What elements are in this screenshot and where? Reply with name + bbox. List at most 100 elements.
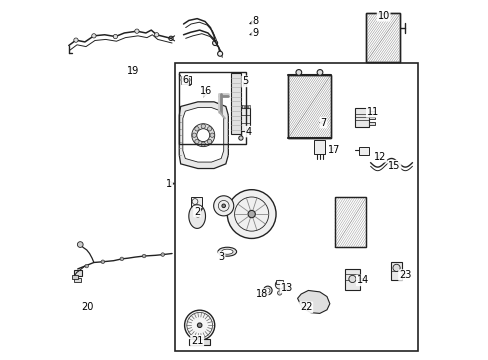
Circle shape xyxy=(74,38,78,42)
Circle shape xyxy=(101,260,104,264)
Circle shape xyxy=(197,323,202,328)
Bar xyxy=(188,339,210,345)
Text: 23: 23 xyxy=(398,270,410,280)
Text: 2: 2 xyxy=(194,207,200,217)
Text: 15: 15 xyxy=(387,161,400,171)
Circle shape xyxy=(348,275,355,283)
Bar xyxy=(244,105,247,108)
Circle shape xyxy=(284,285,289,291)
Bar xyxy=(231,108,249,131)
Circle shape xyxy=(113,35,117,39)
Bar xyxy=(334,197,366,247)
Text: 5: 5 xyxy=(242,76,248,86)
Circle shape xyxy=(275,280,284,289)
Circle shape xyxy=(142,254,145,258)
Circle shape xyxy=(213,196,233,216)
Text: 13: 13 xyxy=(280,283,292,293)
Polygon shape xyxy=(188,205,205,228)
Circle shape xyxy=(184,310,214,340)
Bar xyxy=(368,111,374,114)
Circle shape xyxy=(222,204,225,208)
Circle shape xyxy=(247,210,255,218)
Circle shape xyxy=(196,129,209,141)
Bar xyxy=(239,105,241,108)
Bar xyxy=(236,105,238,108)
Circle shape xyxy=(120,257,123,261)
Bar xyxy=(354,108,368,127)
Circle shape xyxy=(181,78,184,82)
Text: 7: 7 xyxy=(320,118,326,128)
Circle shape xyxy=(135,29,139,33)
Text: 1: 1 xyxy=(166,179,172,189)
Text: 10: 10 xyxy=(377,11,389,21)
Circle shape xyxy=(185,78,190,82)
Text: 16: 16 xyxy=(199,86,211,96)
Circle shape xyxy=(210,133,214,137)
Polygon shape xyxy=(179,102,228,168)
Circle shape xyxy=(85,264,88,268)
Bar xyxy=(230,73,241,134)
Ellipse shape xyxy=(218,247,236,256)
Text: 17: 17 xyxy=(327,144,340,154)
Polygon shape xyxy=(183,108,223,162)
Text: 3: 3 xyxy=(218,252,224,262)
Text: 14: 14 xyxy=(356,275,368,285)
Bar xyxy=(368,122,374,125)
Circle shape xyxy=(317,69,322,75)
Circle shape xyxy=(227,190,276,238)
Circle shape xyxy=(201,124,205,129)
Ellipse shape xyxy=(221,249,233,254)
Circle shape xyxy=(161,253,164,256)
Bar xyxy=(366,13,400,62)
Circle shape xyxy=(192,133,196,137)
Bar xyxy=(287,75,330,138)
Circle shape xyxy=(194,139,199,144)
Text: 6: 6 xyxy=(182,75,188,85)
Text: 9: 9 xyxy=(252,28,258,38)
Text: 21: 21 xyxy=(191,336,203,346)
Circle shape xyxy=(263,286,271,295)
Bar xyxy=(179,72,246,144)
Bar xyxy=(390,262,402,280)
Bar xyxy=(334,197,366,247)
Text: 22: 22 xyxy=(299,302,312,312)
Bar xyxy=(366,13,400,62)
Circle shape xyxy=(92,34,96,38)
Text: 8: 8 xyxy=(252,17,258,27)
Text: 4: 4 xyxy=(245,127,251,136)
Bar xyxy=(358,147,368,155)
Bar xyxy=(247,105,250,108)
Circle shape xyxy=(392,264,399,271)
Bar xyxy=(233,105,235,108)
Circle shape xyxy=(77,242,83,247)
Bar xyxy=(191,197,202,207)
Bar xyxy=(72,275,78,279)
Text: 20: 20 xyxy=(81,302,93,312)
Polygon shape xyxy=(297,291,329,314)
Bar xyxy=(74,270,82,276)
Text: 11: 11 xyxy=(366,107,378,117)
Bar xyxy=(368,117,374,120)
Circle shape xyxy=(238,136,243,140)
Bar xyxy=(74,278,81,282)
Circle shape xyxy=(277,291,281,295)
Circle shape xyxy=(154,33,159,37)
Circle shape xyxy=(195,213,200,217)
Circle shape xyxy=(265,288,269,293)
Circle shape xyxy=(295,69,301,75)
Circle shape xyxy=(217,51,222,56)
Text: 19: 19 xyxy=(126,66,139,76)
Bar xyxy=(314,140,325,154)
Bar xyxy=(174,63,418,351)
Bar xyxy=(242,105,244,108)
Circle shape xyxy=(201,142,205,146)
Circle shape xyxy=(191,124,214,147)
Text: 18: 18 xyxy=(255,289,267,299)
Circle shape xyxy=(207,127,211,131)
Circle shape xyxy=(212,41,217,45)
Bar xyxy=(180,76,190,84)
Circle shape xyxy=(194,127,199,131)
Bar xyxy=(276,280,282,284)
Bar xyxy=(287,75,330,138)
Text: 12: 12 xyxy=(373,152,386,162)
